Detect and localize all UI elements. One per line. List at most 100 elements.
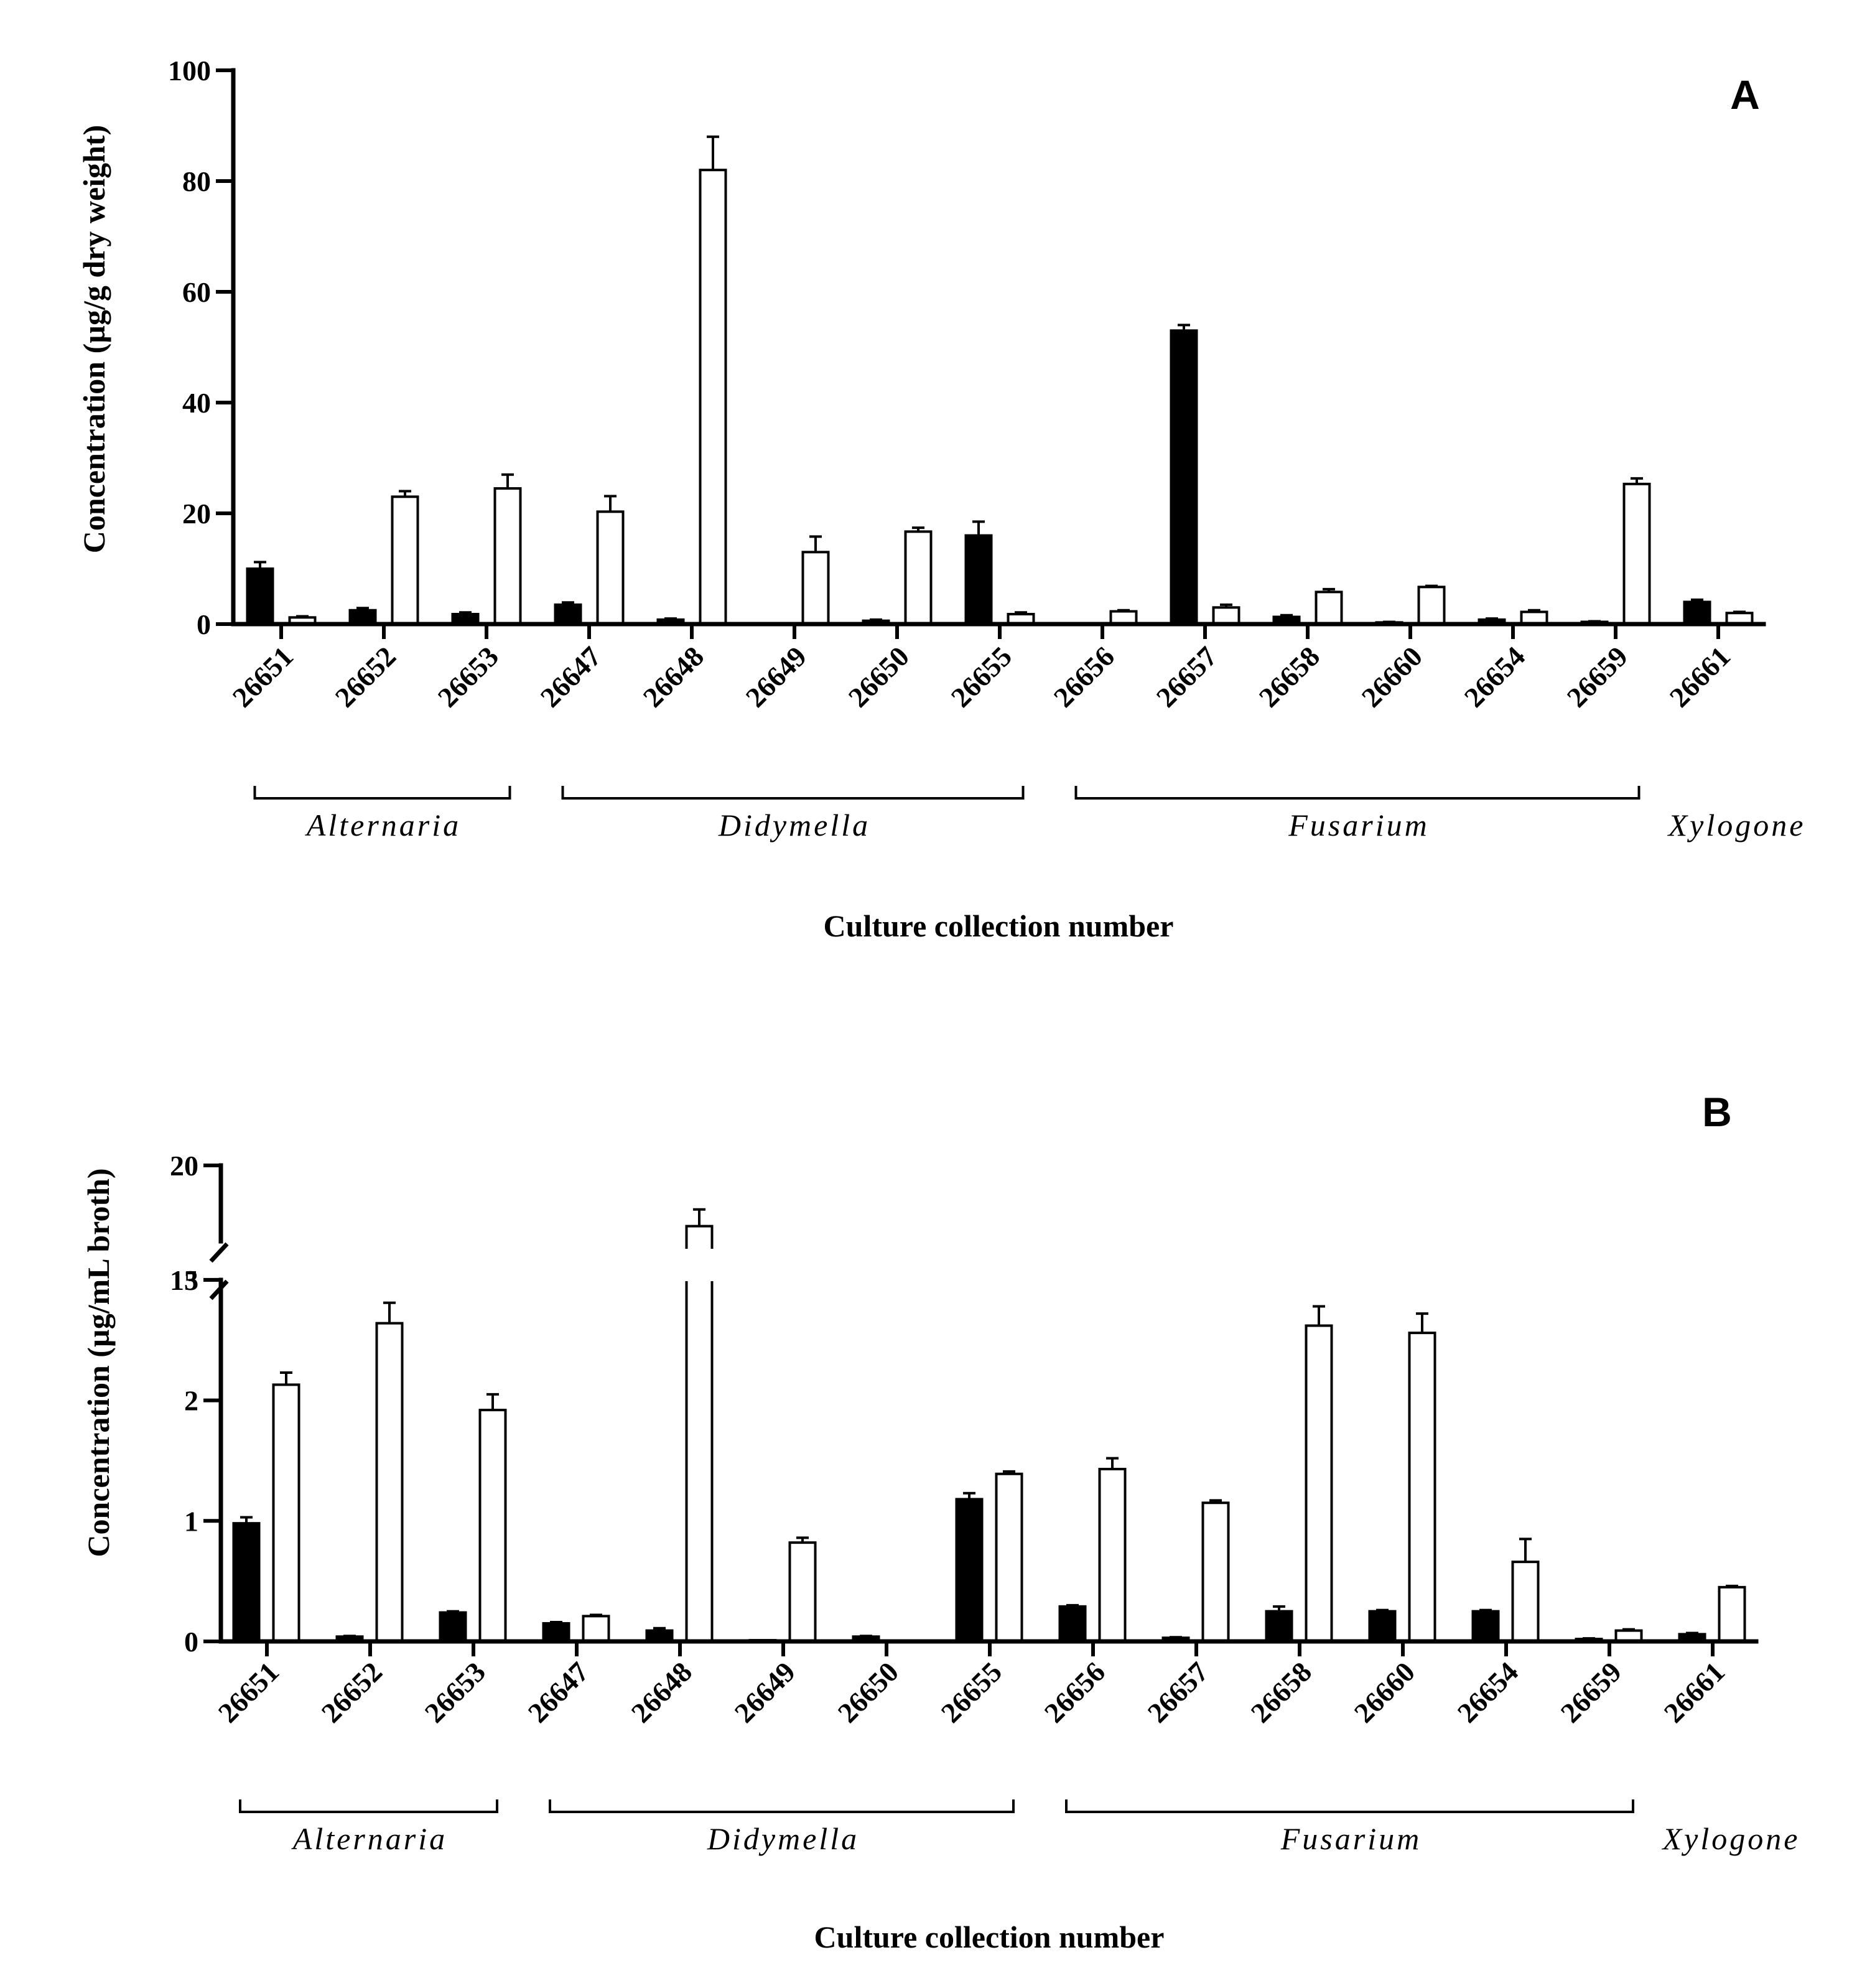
x-tick-label: 26656 (1038, 1656, 1111, 1729)
group-label: Alternaria (291, 1821, 447, 1856)
y-axis-title: Concentration (µg/mL broth) (81, 1168, 116, 1557)
x-axis-title: Culture collection number (824, 908, 1174, 943)
x-axis-title: Culture collection number (814, 1920, 1165, 1954)
bar-dark-26655 (964, 534, 993, 625)
bar-light-26650 (904, 530, 933, 625)
group-bracket (549, 1799, 1015, 1813)
group-label: Fusarium (1288, 808, 1429, 842)
group-label: Didymella (707, 1821, 859, 1856)
group-label: Xylogone (1667, 808, 1806, 842)
y-tick-label: 20 (170, 1150, 198, 1182)
panel-b-chart: 0 1 2 315 20 26651 26652 26653 26647 26648 26649 26… (81, 1089, 1800, 1954)
panel-letter: A (1730, 72, 1760, 118)
axis-break-mark-lower (209, 1279, 229, 1300)
bar-dark-26651 (232, 1522, 261, 1643)
y-tick-label: 60 (182, 276, 211, 308)
x-tick-label: 26657 (1150, 640, 1223, 713)
bar-light-26652 (375, 1322, 404, 1643)
bar-dark-26657 (1170, 329, 1198, 625)
panel-letter: B (1702, 1089, 1732, 1135)
bar-light-26660 (1417, 586, 1446, 625)
x-tick-label: 26658 (1253, 640, 1326, 713)
bar-light-26647 (596, 510, 625, 626)
bar-light-26658 (1305, 1324, 1333, 1643)
bar-light-26648 (699, 169, 727, 625)
group-label: Xylogone (1662, 1821, 1800, 1856)
y-axis-title: Concentration (µg/g dry weight) (77, 125, 111, 553)
y-tick-label: 80 (182, 166, 211, 197)
y-tick-label: 20 (182, 498, 211, 530)
x-tick-label: 26659 (1555, 1656, 1627, 1729)
group-bracket (561, 786, 1025, 800)
bar-light-26648 (685, 1225, 714, 1643)
bar-light-26658 (1315, 590, 1343, 626)
y-tick-label: 2 (184, 1385, 198, 1417)
bar-light-26659 (1622, 482, 1651, 626)
x-tick-label: 26654 (1458, 640, 1531, 713)
bar-break-gap (684, 1249, 715, 1281)
x-tick-label: 26660 (1348, 1656, 1421, 1729)
bar-dark-26647 (542, 1622, 570, 1643)
y-tick-label: 0 (197, 609, 211, 640)
bar-light-26654 (1511, 1561, 1540, 1643)
x-tick-label: 26650 (832, 1656, 905, 1729)
bar-light-26653 (493, 487, 522, 626)
y-tick-label: 40 (182, 387, 211, 419)
y-tick-label: 100 (168, 55, 211, 86)
bar-light-26651 (272, 1383, 300, 1643)
x-tick-label: 26649 (740, 640, 812, 713)
y-tick-label: 1 (184, 1505, 198, 1537)
bar-dark-26655 (955, 1498, 984, 1643)
bar-dark-26647 (554, 603, 582, 625)
y-tick-label: 15 (170, 1264, 198, 1296)
x-tick-label: 26652 (329, 640, 402, 713)
group-label: Didymella (718, 808, 870, 842)
bar-light-26655 (995, 1472, 1023, 1643)
x-tick-label: 26658 (1245, 1656, 1318, 1729)
bar-dark-26660 (1368, 1610, 1397, 1643)
bar-light-26649 (788, 1541, 817, 1643)
bar-dark-26654 (1471, 1610, 1500, 1643)
x-tick-label: 26661 (1664, 640, 1736, 713)
x-tick-label: 26656 (1048, 640, 1120, 713)
bar-light-26653 (478, 1409, 507, 1643)
bar-dark-26656 (1058, 1605, 1087, 1643)
group-bracket (253, 786, 511, 800)
x-tick-label: 26648 (637, 640, 710, 713)
y-tick-label: 0 (184, 1626, 198, 1658)
x-tick-label: 26648 (625, 1656, 698, 1729)
bar-light-26652 (391, 495, 419, 625)
group-label: Alternaria (305, 808, 461, 842)
x-tick-label: 26650 (842, 640, 915, 713)
x-tick-label: 26651 (212, 1656, 285, 1729)
bar-dark-26653 (439, 1611, 467, 1643)
x-tick-label: 26647 (522, 1656, 595, 1729)
y-tick-label: 3 (184, 1264, 198, 1296)
group-bracket (1074, 786, 1641, 800)
bar-light-26660 (1408, 1332, 1436, 1643)
x-tick-label: 26647 (534, 640, 607, 713)
x-tick-label: 26652 (315, 1656, 388, 1729)
bar-dark-26651 (246, 567, 274, 625)
bar-light-26647 (582, 1615, 610, 1643)
x-tick-label: 26657 (1142, 1656, 1214, 1729)
group-bracket (239, 1799, 498, 1813)
bar-dark-26658 (1265, 1610, 1293, 1643)
x-tick-label: 26661 (1658, 1656, 1731, 1729)
bar-light-26657 (1201, 1501, 1230, 1643)
x-tick-label: 26651 (226, 640, 299, 713)
x-tick-label: 26653 (419, 1656, 491, 1729)
bar-dark-26661 (1683, 600, 1711, 626)
x-tick-label: 26653 (432, 640, 505, 713)
axis-break-mark-upper (209, 1242, 229, 1263)
x-tick-label: 26649 (728, 1656, 801, 1729)
panel-a-chart: 0 20 40 60 80 100 26651 26652 26653 26647 26648 266… (77, 55, 1806, 943)
x-tick-label: 26659 (1561, 640, 1634, 713)
x-tick-label: 26654 (1451, 1656, 1524, 1729)
x-tick-label: 26660 (1356, 640, 1428, 713)
bar-light-26661 (1718, 1585, 1746, 1643)
bar-light-26657 (1212, 606, 1240, 625)
group-label: Fusarium (1280, 1821, 1422, 1856)
bar-light-26649 (801, 551, 830, 625)
